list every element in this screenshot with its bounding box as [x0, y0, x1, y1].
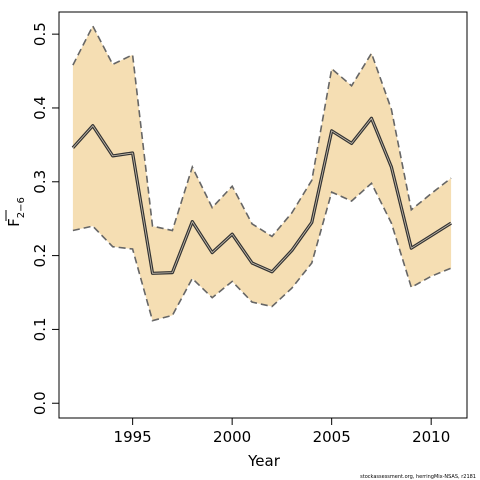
y-axis-title: F2−6 — [5, 197, 27, 227]
x-axis-title: Year — [247, 452, 281, 470]
x-tick-label: 2000 — [213, 428, 251, 446]
y-tick-label: 0.4 — [31, 96, 49, 120]
x-tick-label: 2005 — [313, 428, 351, 446]
y-axis-title-main: F — [5, 218, 23, 227]
confidence-band — [72, 26, 452, 321]
lower-bound-line — [72, 182, 452, 322]
svg-text:F2−6: F2−6 — [5, 197, 27, 227]
y-tick-label: 0.1 — [31, 317, 49, 341]
source-note: stockassessment.org, herringMix-NSAS, r2… — [360, 474, 476, 480]
estimate-line-core — [72, 117, 452, 274]
x-tick-label: 1995 — [114, 428, 152, 446]
y-tick-label: 0.5 — [31, 22, 49, 46]
y-tick-label: 0.0 — [31, 391, 49, 415]
upper-bound-line — [72, 24, 452, 238]
y-tick-label: 0.2 — [31, 244, 49, 268]
x-tick-label: 2010 — [412, 428, 450, 446]
axes: 1995 2000 2005 2010 0.0 0.1 0.2 0.3 0.4 0.5 — [31, 11, 468, 446]
y-tick-label: 0.3 — [31, 170, 49, 194]
y-axis-title-subscript: 2−6 — [16, 197, 27, 218]
plot-area — [71, 24, 452, 322]
